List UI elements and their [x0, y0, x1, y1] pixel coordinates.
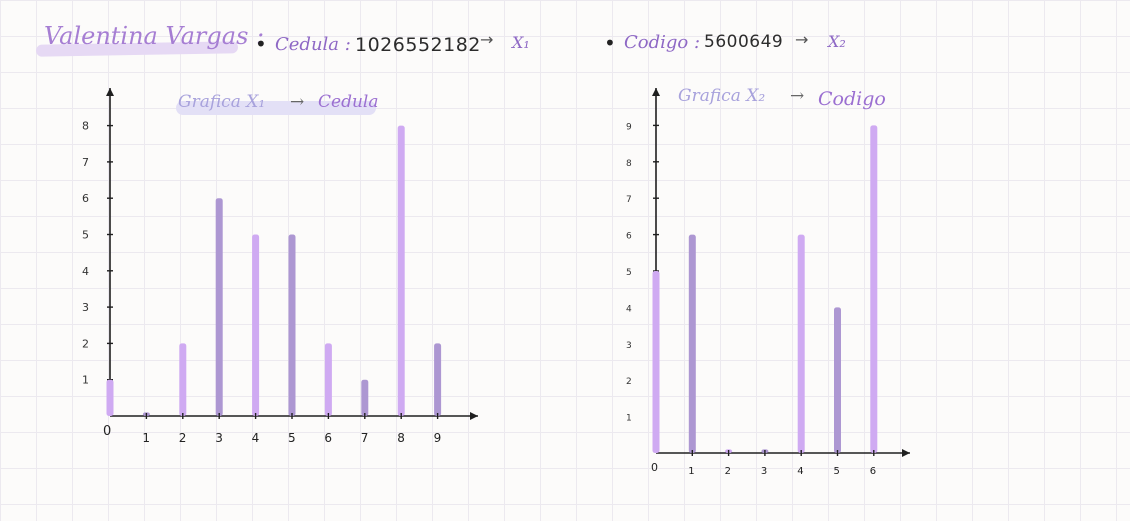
y-tick-label: 4	[626, 304, 632, 314]
y-axis-arrowhead	[106, 88, 114, 96]
bar-0	[106, 379, 114, 416]
x-tick-label: 3	[761, 466, 767, 477]
chart1-title-highlight	[176, 101, 376, 115]
codigo-value: 5600649	[704, 32, 784, 52]
x-tick-label: 1	[688, 466, 694, 477]
y-tick-label: 1	[82, 374, 89, 387]
y-tick-label: 2	[82, 337, 89, 350]
chart2-title-arrow: →	[790, 86, 805, 106]
bar-8	[397, 125, 405, 416]
x-tick-label: 5	[288, 431, 296, 445]
bar-6	[870, 125, 878, 454]
chart1: 1 2 3 4 5 6 7 8 0 1 2 3 4 5 6 7 8 9	[82, 88, 478, 445]
bar-2	[179, 343, 187, 416]
x-tick-label: 5	[834, 466, 840, 477]
y-tick-label: 9	[626, 122, 632, 132]
chart2-title-part2: Codigo	[818, 88, 886, 110]
cedula-var: X₁	[512, 33, 530, 52]
y-tick-label: 6	[82, 192, 89, 205]
x-tick-label: 1	[142, 431, 150, 445]
y-axis-arrowhead	[652, 88, 660, 96]
chart1-title-arrow: →	[290, 92, 305, 112]
x-tick-label: 8	[397, 431, 405, 445]
chart1-title-part1: Grafica X₁	[178, 92, 266, 112]
x-axis-arrowhead	[902, 449, 910, 457]
y-tick-label: 8	[82, 120, 89, 133]
bullet-codigo: •	[604, 31, 616, 55]
bar-0	[652, 271, 660, 453]
x-axis-arrowhead	[470, 412, 478, 420]
bar-9	[434, 343, 442, 416]
y-tick-label: 7	[82, 156, 89, 169]
x-tick-label: 7	[361, 431, 369, 445]
codigo-label: Codigo :	[624, 32, 701, 53]
bar-3	[215, 198, 223, 416]
chart2-title-part1: Grafica X₂	[678, 86, 766, 106]
x-tick-label: 4	[797, 466, 803, 477]
cedula-arrow: →	[480, 30, 494, 49]
y-tick-label: 5	[82, 229, 89, 242]
bar-5	[834, 307, 841, 453]
x-tick-label: 2	[179, 431, 187, 445]
cedula-value: 1026552182	[355, 34, 481, 56]
bar-7	[361, 379, 369, 416]
codigo-arrow: →	[795, 30, 809, 49]
bullet-cedula: •	[255, 32, 267, 56]
x-tick-label: 0	[103, 424, 111, 439]
bar-6	[324, 343, 332, 416]
y-tick-label: 8	[626, 159, 632, 169]
cedula-label: Cedula :	[275, 34, 351, 55]
x-tick-label: 3	[215, 431, 223, 445]
y-tick-label: 3	[626, 341, 632, 351]
chart1-title-part2: Cedula	[318, 92, 379, 112]
x-tick-label: 2	[725, 466, 731, 477]
bar-4	[797, 234, 805, 453]
bar-5	[288, 234, 296, 416]
y-tick-label: 2	[626, 377, 632, 387]
x-tick-label: 6	[870, 466, 876, 477]
chart2: 1 2 3 4 5 6 7 8 9 0 1 2 3 4 5 6	[626, 88, 910, 477]
x-tick-label: 0	[651, 461, 658, 474]
bar-1	[688, 234, 696, 453]
y-tick-label: 5	[626, 268, 632, 278]
y-tick-label: 1	[626, 414, 632, 424]
x-tick-label: 4	[252, 431, 260, 445]
y-tick-label: 3	[82, 301, 89, 314]
bar-4	[252, 234, 260, 416]
y-tick-label: 7	[626, 195, 632, 205]
codigo-var: X₂	[828, 32, 846, 51]
y-tick-label: 4	[82, 265, 89, 278]
student-name: Valentina Vargas :	[44, 22, 265, 50]
y-tick-label: 6	[626, 232, 632, 242]
x-tick-label: 6	[324, 431, 332, 445]
x-tick-label: 9	[434, 431, 442, 445]
